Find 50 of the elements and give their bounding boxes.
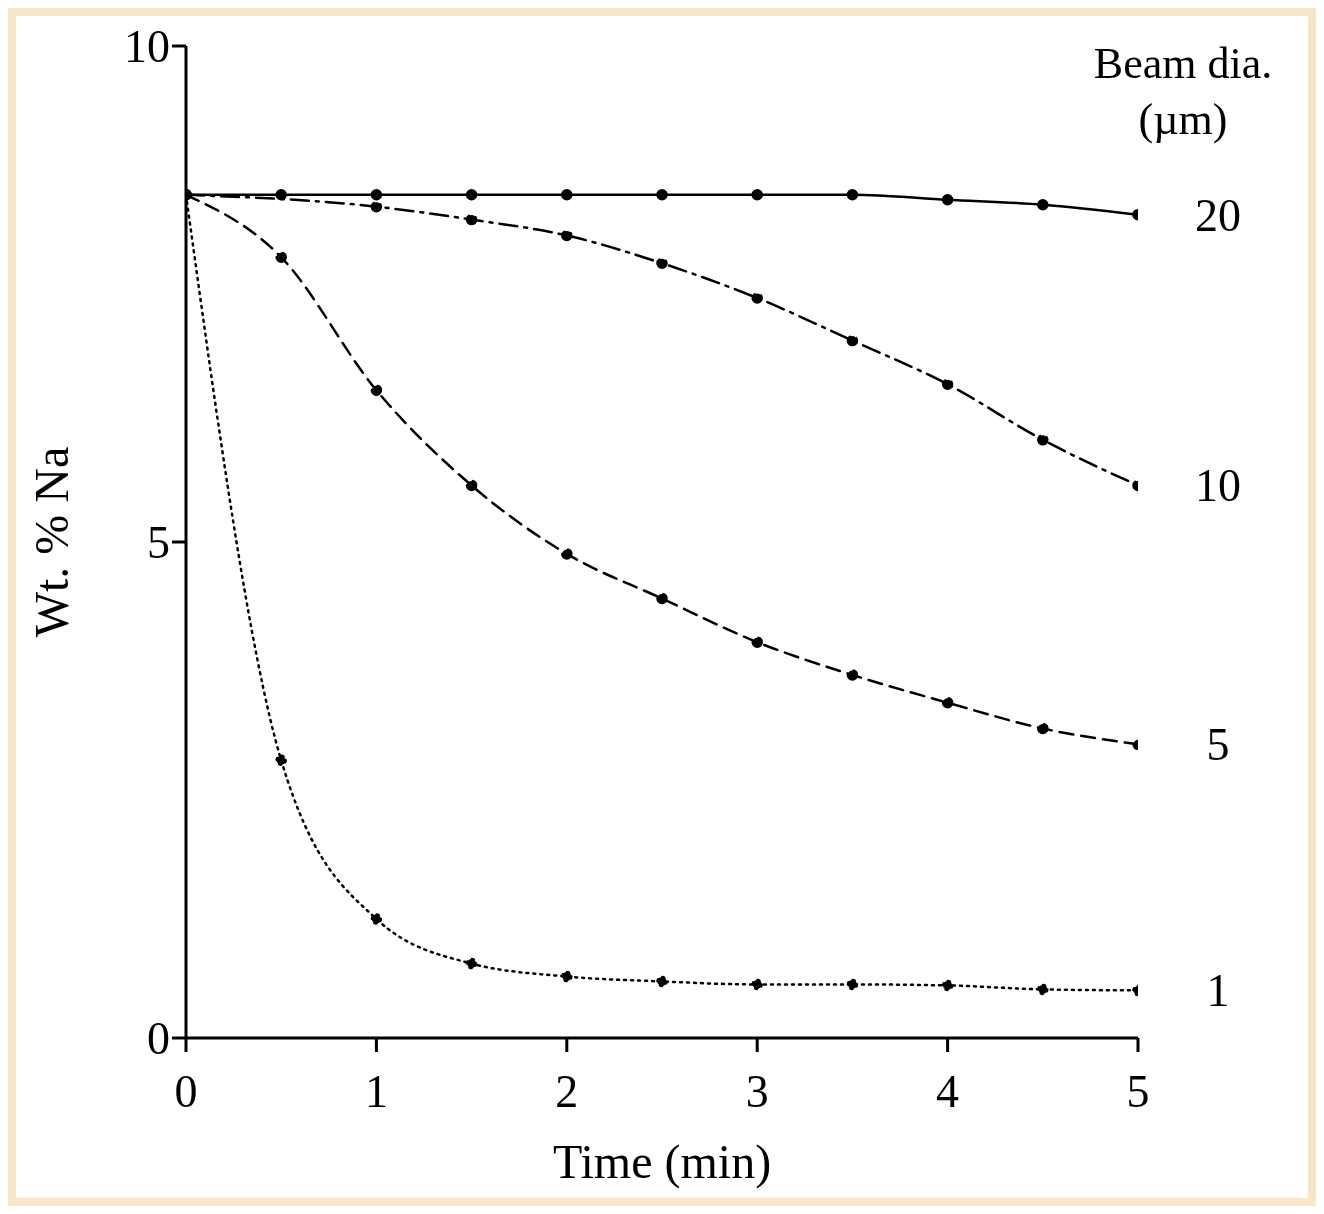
- y-tick-label: 0: [147, 1013, 170, 1065]
- y-axis-title: Wt. % Na: [25, 446, 79, 638]
- point: [370, 913, 383, 925]
- series-label: 1: [1206, 965, 1230, 1017]
- point: [561, 970, 573, 983]
- point: [561, 548, 573, 560]
- point: [370, 189, 383, 201]
- point: [846, 978, 859, 991]
- point: [656, 592, 668, 605]
- series-label: 5: [1206, 719, 1230, 771]
- point: [941, 696, 954, 709]
- point: [465, 479, 478, 492]
- point: [846, 189, 859, 201]
- point: [275, 251, 287, 264]
- x-tick-label: 2: [555, 1065, 579, 1117]
- x-tick-label: 3: [745, 1065, 769, 1117]
- x-axis-title: Time (min): [552, 1135, 772, 1189]
- point: [1037, 983, 1049, 996]
- point: [941, 378, 954, 391]
- point: [751, 978, 763, 991]
- point: [561, 189, 573, 201]
- point: [1037, 198, 1049, 211]
- point: [941, 194, 954, 206]
- point: [465, 213, 478, 226]
- point: [275, 754, 287, 766]
- point: [275, 189, 287, 201]
- legend-title: Beam dia. (µm): [1092, 38, 1274, 146]
- point: [465, 957, 478, 970]
- point: [751, 292, 763, 304]
- point: [656, 975, 668, 988]
- point: [561, 229, 573, 242]
- point: [656, 189, 668, 201]
- point: [846, 334, 859, 347]
- point: [941, 979, 954, 992]
- series-label: 20: [1195, 189, 1241, 241]
- point: [370, 384, 383, 396]
- series-label: 10: [1195, 460, 1241, 512]
- point: [1037, 722, 1049, 735]
- y-tick-label: 5: [147, 517, 170, 569]
- x-tick-label: 5: [1126, 1065, 1150, 1117]
- point: [846, 669, 859, 681]
- point: [465, 189, 478, 201]
- point: [1037, 434, 1049, 446]
- point: [751, 189, 763, 201]
- x-tick-label: 4: [936, 1065, 960, 1117]
- y-tick-label: 10: [124, 21, 170, 73]
- point: [751, 636, 763, 648]
- point: [656, 257, 668, 269]
- point: [370, 200, 383, 213]
- x-tick-label: 1: [364, 1065, 388, 1117]
